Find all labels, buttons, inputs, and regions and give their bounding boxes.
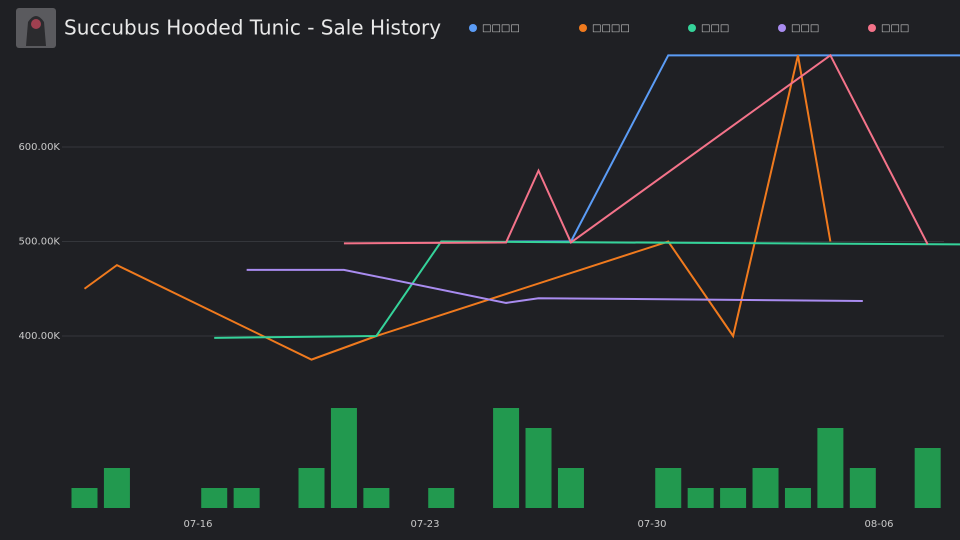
price-line: [343, 53, 929, 245]
price-line: [214, 240, 960, 339]
x-tick-label: 07-23: [410, 519, 439, 530]
volume-bar: [784, 488, 811, 508]
volume-bar: [525, 428, 552, 508]
x-tick-label: 07-16: [183, 519, 212, 530]
volume-bar: [428, 488, 455, 508]
y-tick-label: 500.00K: [18, 237, 60, 248]
legend-marker: [868, 24, 876, 32]
volume-bar: [817, 428, 844, 508]
volume-bar: [298, 468, 325, 508]
volume-bar: [363, 488, 390, 508]
price-line: [83, 55, 832, 361]
legend-label: □□□: [791, 23, 819, 34]
legend-label: □□□□: [592, 23, 630, 34]
volume-bar: [687, 488, 714, 508]
item-icon: [16, 8, 56, 48]
volume-bar: [103, 468, 130, 508]
legend-label: □□□□: [482, 23, 520, 34]
legend-label: □□□: [881, 23, 909, 34]
volume-bar: [201, 488, 228, 508]
legend-marker: [579, 24, 587, 32]
legend-marker: [778, 24, 786, 32]
volume-bar: [557, 468, 584, 508]
x-tick-label: 08-06: [864, 519, 893, 530]
volume-bar: [655, 468, 682, 508]
volume-bar: [752, 468, 779, 508]
legend-marker: [469, 24, 477, 32]
y-tick-label: 600.00K: [18, 142, 60, 153]
y-tick-label: 400.00K: [18, 331, 60, 342]
volume-bar: [71, 488, 98, 508]
volume-bar: [914, 448, 941, 508]
chart-title: Succubus Hooded Tunic - Sale History: [64, 16, 441, 40]
x-tick-label: 07-30: [637, 519, 666, 530]
price-line: [246, 268, 863, 304]
volume-bar: [330, 408, 357, 508]
volume-bar: [849, 468, 876, 508]
volume-bar: [233, 488, 260, 508]
legend-marker: [688, 24, 696, 32]
volume-bar: [720, 488, 747, 508]
volume-bar: [493, 408, 520, 508]
legend-label: □□□: [701, 23, 729, 34]
